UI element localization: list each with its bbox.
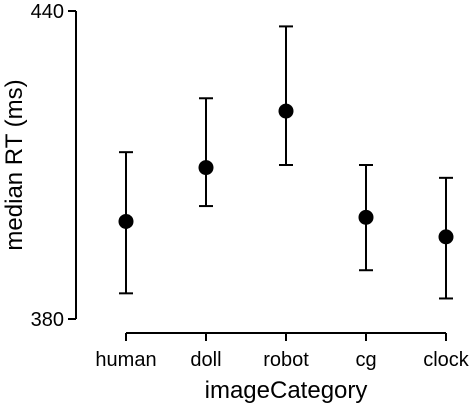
data-point-group <box>358 164 374 272</box>
data-point <box>358 209 374 225</box>
data-point-group <box>438 176 454 300</box>
data-point <box>438 229 454 245</box>
x-axis: human doll robot cg clock <box>95 332 470 371</box>
data-point <box>198 160 214 176</box>
data-point <box>118 213 134 229</box>
data-point-group <box>278 25 294 166</box>
data-point <box>278 103 294 119</box>
x-tick-label: cg <box>355 349 376 371</box>
x-tick-label: clock <box>423 349 470 371</box>
y-axis: 380 440 <box>31 1 77 331</box>
y-tick-label: 440 <box>31 1 64 23</box>
y-axis-label: median RT (ms) <box>1 79 28 250</box>
x-tick-label: robot <box>263 349 309 371</box>
data-point-group <box>198 97 214 208</box>
y-tick-label: 380 <box>31 309 64 331</box>
x-tick-label: human <box>95 349 156 371</box>
chart-marks <box>118 25 454 300</box>
data-point-group <box>118 151 134 295</box>
x-axis-label: imageCategory <box>205 377 368 404</box>
x-tick-label: doll <box>190 349 221 371</box>
